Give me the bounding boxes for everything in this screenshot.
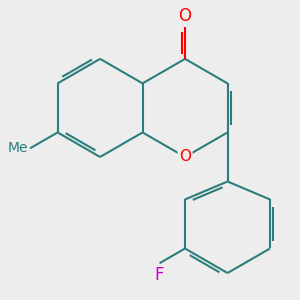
Text: O: O xyxy=(179,149,191,164)
Text: F: F xyxy=(155,266,164,284)
Text: O: O xyxy=(178,7,191,25)
Text: Me: Me xyxy=(8,141,28,155)
